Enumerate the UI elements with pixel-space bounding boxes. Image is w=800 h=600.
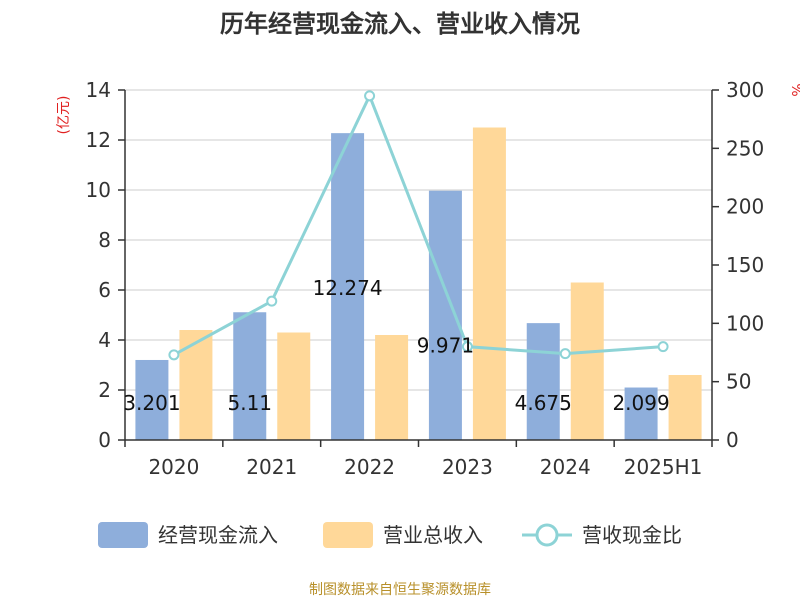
bar-cashflow[interactable] [135, 359, 169, 440]
legend-label-ratio: 营收现金比 [582, 523, 682, 547]
left-tick-label: 12 [86, 128, 111, 152]
ratio-line [168, 90, 669, 361]
ratio-point[interactable] [168, 349, 180, 361]
bar-revenue[interactable] [668, 375, 702, 440]
left-tick-label: 0 [98, 428, 111, 452]
bar-cashflow[interactable] [526, 323, 560, 440]
bar-value-label: 9.971 [417, 334, 474, 358]
ratio-point[interactable] [657, 341, 669, 353]
chart-title: 历年经营现金流入、营业收入情况 [220, 10, 580, 38]
legend: 经营现金流入 营业总收入 营收现金比 [98, 522, 682, 548]
right-tick-label: 150 [726, 253, 764, 277]
ratio-point[interactable] [364, 90, 376, 102]
right-tick-label: 200 [726, 195, 764, 219]
x-tick-label: 2023 [442, 455, 493, 479]
ratio-point[interactable] [559, 348, 571, 360]
x-tick-label: 2022 [344, 455, 395, 479]
left-tick-label: 14 [86, 78, 111, 102]
axes: 0 2 4 6 8 10 12 14 0 50 100 150 200 250 300 2020 2021 202… [86, 78, 765, 479]
bar-value-label: 12.274 [313, 276, 383, 300]
grid [125, 89, 712, 391]
right-tick-label: 100 [726, 311, 764, 335]
bar-cashflow[interactable] [331, 133, 365, 440]
left-tick-label: 4 [98, 328, 111, 352]
legend-label-cashflow: 经营现金流入 [158, 523, 278, 547]
ratio-point[interactable] [266, 295, 278, 307]
legend-item-ratio[interactable]: 营收现金比 [522, 523, 682, 547]
source-note: 制图数据来自恒生聚源数据库 [309, 582, 491, 598]
right-tick-label: 300 [726, 78, 764, 102]
bars [135, 127, 702, 441]
legend-swatch-revenue [323, 522, 373, 548]
bar-cashflow[interactable] [233, 312, 267, 440]
left-tick-label: 6 [98, 278, 111, 302]
right-tick-label: 50 [726, 370, 751, 394]
left-axis-unit: (亿元) [56, 96, 72, 135]
bar-revenue[interactable] [472, 127, 506, 441]
legend-item-cashflow[interactable]: 经营现金流入 [98, 522, 278, 548]
right-axis-unit: % [788, 83, 800, 96]
ratio-line-path [173, 92, 664, 357]
right-tick-label: 0 [726, 428, 739, 452]
x-tick-label: 2021 [246, 455, 297, 479]
bar-value-label: 2.099 [612, 391, 669, 415]
bar-value-label: 4.675 [515, 391, 572, 415]
x-tick-label: 2020 [148, 455, 199, 479]
bar-cashflow[interactable] [428, 190, 462, 440]
right-tick-label: 250 [726, 136, 764, 160]
x-tick-label: 2024 [540, 455, 591, 479]
bar-cashflow[interactable] [624, 387, 658, 440]
legend-swatch-cashflow [98, 522, 148, 548]
bar-revenue[interactable] [375, 335, 409, 440]
bar-revenue[interactable] [179, 330, 213, 440]
bar-value-label: 3.201 [123, 391, 180, 415]
ratio-point[interactable] [461, 341, 473, 353]
legend-item-revenue[interactable]: 营业总收入 [323, 522, 483, 548]
left-tick-label: 10 [86, 178, 111, 202]
data-labels: 3.201 5.11 12.274 9.971 4.675 2.099 [123, 276, 669, 415]
left-tick-label: 8 [98, 228, 111, 252]
bar-revenue[interactable] [570, 282, 604, 441]
legend-label-revenue: 营业总收入 [383, 523, 483, 547]
legend-marker-ratio [535, 523, 559, 547]
bar-value-label: 5.11 [227, 391, 272, 415]
left-tick-label: 2 [98, 378, 111, 402]
bar-revenue[interactable] [277, 332, 311, 441]
x-tick-label: 2025H1 [624, 455, 703, 479]
